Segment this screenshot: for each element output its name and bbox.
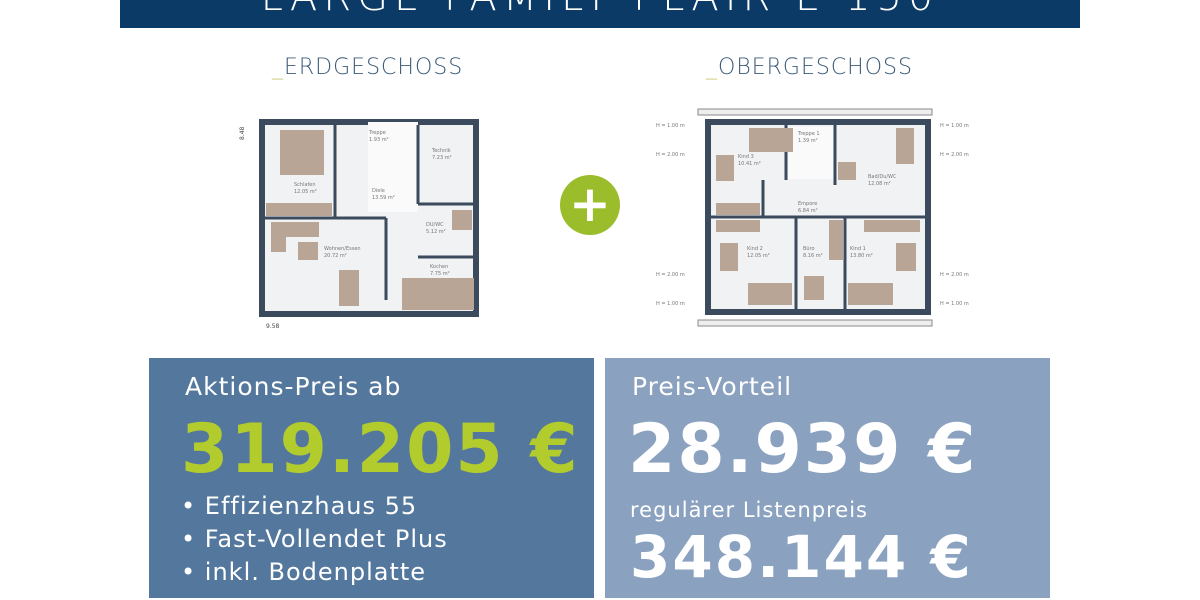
svg-text:H = 2.00 m: H = 2.00 m — [656, 272, 685, 278]
price-advantage-box: Preis-Vorteil 28.939 € regulärer Listenp… — [605, 358, 1050, 598]
svg-text:12.05 m²: 12.05 m² — [747, 253, 770, 259]
offer-label: Aktions-Preis ab — [185, 372, 402, 401]
svg-text:H = 2.00 m: H = 2.00 m — [940, 272, 969, 278]
svg-text:Büro: Büro — [803, 246, 815, 252]
plus-icon: + — [560, 175, 620, 235]
svg-text:Diele: Diele — [372, 188, 385, 194]
svg-text:Kind 3: Kind 3 — [738, 154, 754, 160]
svg-text:H = 1.00 m: H = 1.00 m — [940, 301, 969, 307]
svg-text:H = 1.00 m: H = 1.00 m — [940, 123, 969, 129]
svg-text:Bad/Du/WC: Bad/Du/WC — [868, 174, 897, 180]
svg-text:DU/WC: DU/WC — [426, 222, 444, 228]
svg-text:8.48: 8.48 — [239, 126, 246, 140]
svg-text:H = 2.00 m: H = 2.00 m — [656, 152, 685, 158]
offer-price: 319.205 € — [181, 410, 580, 489]
svg-text:Empore: Empore — [798, 201, 817, 207]
dining-table — [339, 270, 359, 306]
floor-name: ERDGESCHOSS — [284, 55, 464, 80]
svg-text:20.72 m²: 20.72 m² — [324, 253, 347, 259]
upper-floor-plan: Kind 3 10.41 m² Treppe 1 1.39 m² Bad/Du/… — [656, 108, 969, 327]
bed — [280, 130, 324, 175]
svg-text:Schlafen: Schlafen — [294, 182, 316, 188]
svg-text:Kind 2: Kind 2 — [747, 246, 763, 252]
floor-name: OBERGESCHOSS — [718, 55, 913, 80]
roof-edge — [697, 108, 933, 116]
svg-text:Treppe: Treppe — [368, 130, 386, 136]
svg-text:H = 1.00 m: H = 1.00 m — [656, 301, 685, 307]
house-title: LARGE FAMILY FLAIR E 150 — [120, 0, 1080, 20]
floor-title-upper: _OBERGESCHOSS — [706, 55, 913, 80]
stair-area — [368, 122, 418, 212]
list-price: 348.144 € — [630, 523, 973, 591]
svg-text:13.80 m²: 13.80 m² — [850, 253, 873, 259]
svg-text:Treppe 1: Treppe 1 — [797, 131, 820, 137]
svg-text:Wohnen/Essen: Wohnen/Essen — [324, 246, 361, 252]
svg-text:5.12 m²: 5.12 m² — [426, 229, 446, 235]
title-banner: LARGE FAMILY FLAIR E 150 — [120, 0, 1080, 28]
wardrobe — [266, 203, 332, 216]
advantage-label: Preis-Vorteil — [632, 372, 793, 401]
svg-text:12.08 m²: 12.08 m² — [868, 181, 891, 187]
svg-text:13.59 m²: 13.59 m² — [372, 195, 395, 201]
svg-text:10.41 m²: 10.41 m² — [738, 161, 761, 167]
underscore: _ — [706, 55, 718, 80]
list-price-label: regulärer Listenpreis — [630, 498, 868, 522]
advantage-amount: 28.939 € — [628, 410, 978, 489]
svg-text:7.23 m²: 7.23 m² — [432, 155, 452, 161]
svg-text:6.84 m²: 6.84 m² — [798, 208, 818, 214]
feature-item: inkl. Bodenplatte — [181, 556, 448, 589]
kitchen — [402, 278, 474, 310]
svg-text:1.39 m²: 1.39 m² — [798, 138, 818, 144]
svg-text:Kind 1: Kind 1 — [850, 246, 866, 252]
feature-item: Fast-Vollendet Plus — [181, 523, 448, 556]
svg-text:1.93 m²: 1.93 m² — [369, 137, 389, 143]
svg-text:Kochen: Kochen — [430, 264, 448, 270]
feature-list: Effizienzhaus 55 Fast-Vollendet Plus ink… — [181, 490, 448, 589]
offer-price-box: Aktions-Preis ab 319.205 € Effizienzhaus… — [149, 358, 594, 598]
underscore: _ — [272, 55, 284, 80]
svg-text:Technik: Technik — [431, 148, 451, 154]
svg-text:H = 2.00 m: H = 2.00 m — [940, 152, 969, 158]
svg-text:H = 1.00 m: H = 1.00 m — [656, 123, 685, 129]
floor-title-ground: _ERDGESCHOSS — [272, 55, 463, 80]
svg-text:7.75 m²: 7.75 m² — [430, 271, 450, 277]
svg-text:12.05 m²: 12.05 m² — [294, 189, 317, 195]
svg-text:8.16 m²: 8.16 m² — [803, 253, 823, 259]
svg-text:9.58: 9.58 — [266, 323, 280, 330]
feature-item: Effizienzhaus 55 — [181, 490, 448, 523]
ground-floor-plan: Schlafen 12.05 m² Treppe 1.93 m² Technik… — [239, 119, 479, 330]
